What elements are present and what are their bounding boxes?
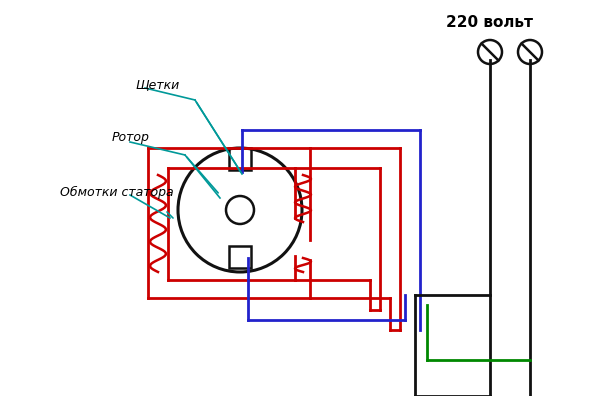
Text: Ротор: Ротор bbox=[112, 131, 150, 145]
Bar bbox=[229, 148, 251, 170]
Text: Обмотки статора: Обмотки статора bbox=[60, 185, 173, 198]
Bar bbox=[229, 246, 251, 268]
Text: Щетки: Щетки bbox=[135, 78, 179, 91]
Text: 220 вольт: 220 вольт bbox=[446, 15, 533, 29]
